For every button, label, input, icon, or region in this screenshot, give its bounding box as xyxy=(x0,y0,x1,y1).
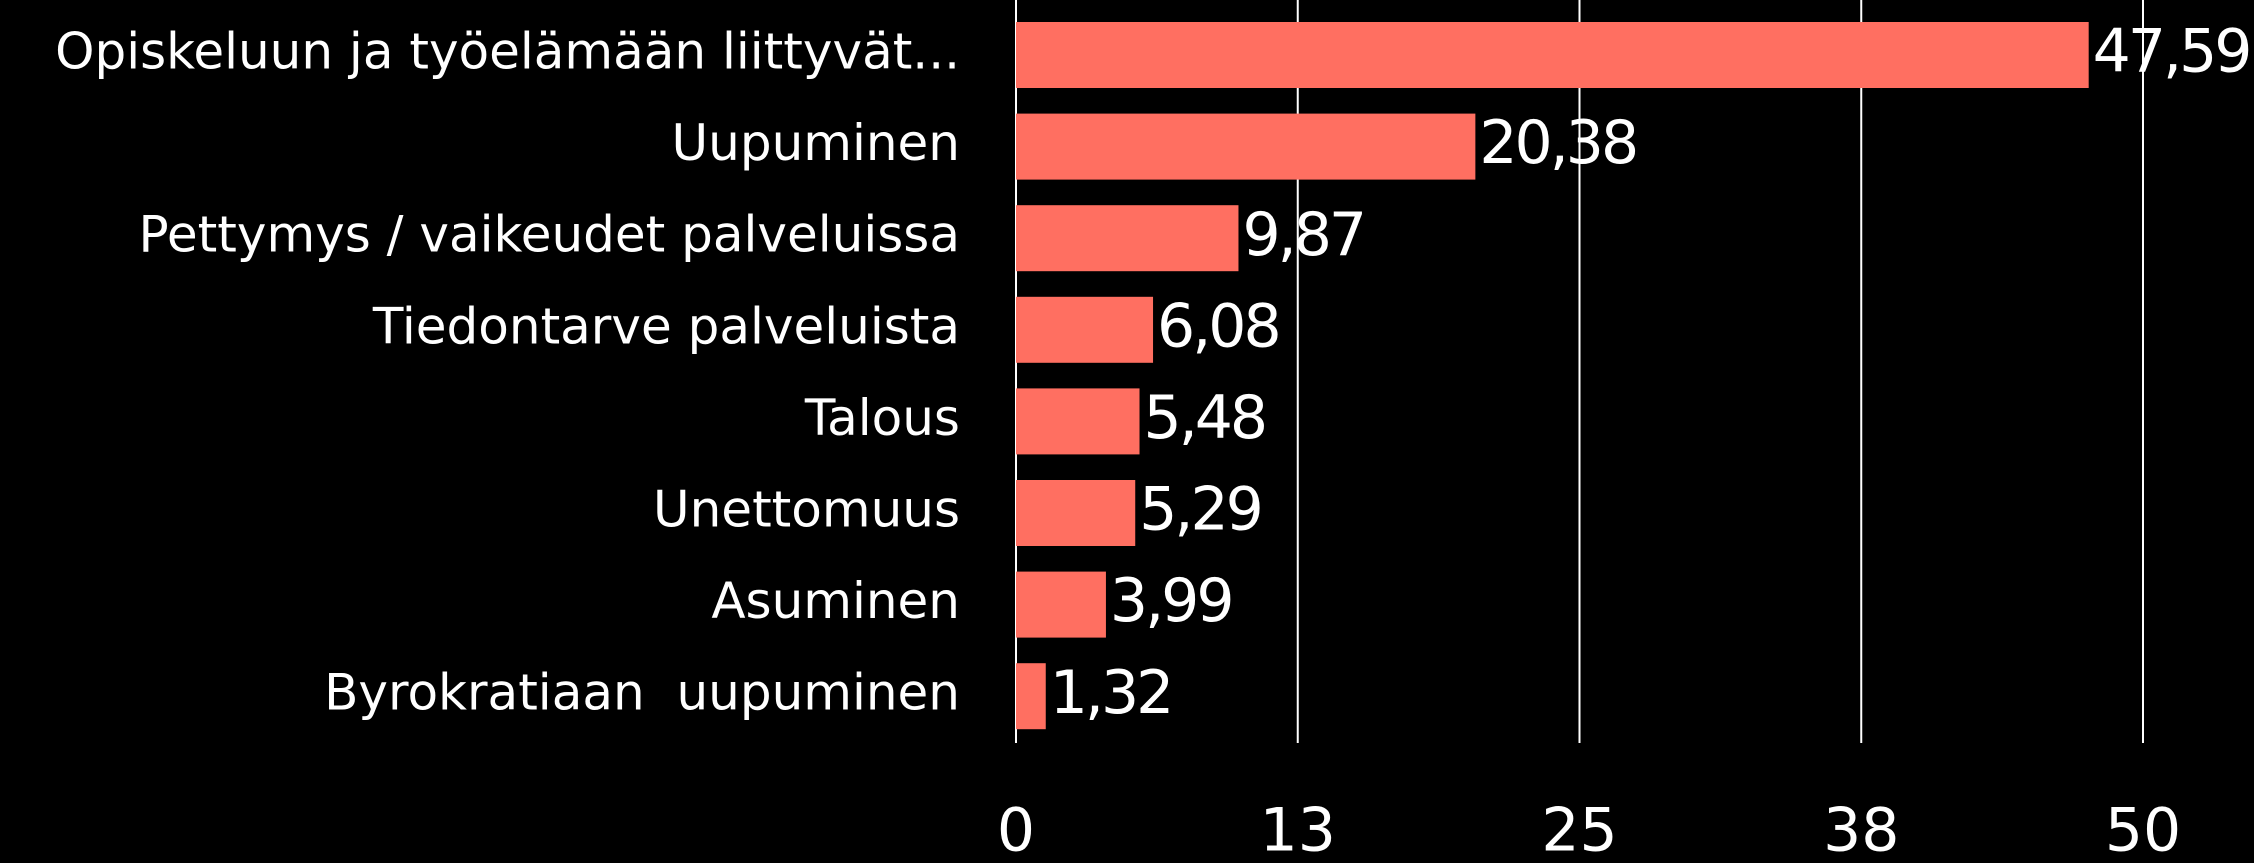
y-tick-label: Asuminen xyxy=(711,572,960,630)
y-tick-label: Pettymys / vaikeudet palveluissa xyxy=(139,206,960,264)
data-label: 20,38 xyxy=(1479,108,1636,178)
y-tick-label: Talous xyxy=(804,389,960,447)
x-tick-label: 50 xyxy=(2105,796,2181,863)
bar xyxy=(1016,296,1154,363)
x-tick-label: 0 xyxy=(997,796,1035,863)
data-label: 5,29 xyxy=(1139,475,1261,545)
data-label: 9,87 xyxy=(1242,200,1364,270)
x-tick-label: 25 xyxy=(1541,796,1617,863)
bar xyxy=(1016,571,1106,638)
data-label: 47,59 xyxy=(2093,17,2250,87)
bar xyxy=(1016,113,1476,180)
data-label: 5,48 xyxy=(1144,383,1266,453)
bar xyxy=(1016,205,1239,272)
y-tick-label: Byrokratiaan uupuminen xyxy=(324,664,960,722)
data-label: 1,32 xyxy=(1050,658,1172,728)
y-tick-label: Tiedontarve palveluista xyxy=(372,297,960,355)
bar xyxy=(1016,22,2089,88)
y-tick-label: Unettomuus xyxy=(653,481,960,539)
bar xyxy=(1016,388,1140,455)
bar xyxy=(1016,663,1046,730)
bar xyxy=(1016,480,1136,546)
x-tick-label: 38 xyxy=(1823,796,1899,863)
x-tick-label: 13 xyxy=(1260,796,1336,863)
y-tick-label: Opiskeluun ja työelämään liittyvät... xyxy=(55,23,960,81)
y-tick-label: Uupuminen xyxy=(672,114,960,172)
data-label: 3,99 xyxy=(1110,566,1232,636)
data-label: 6,08 xyxy=(1157,291,1279,361)
